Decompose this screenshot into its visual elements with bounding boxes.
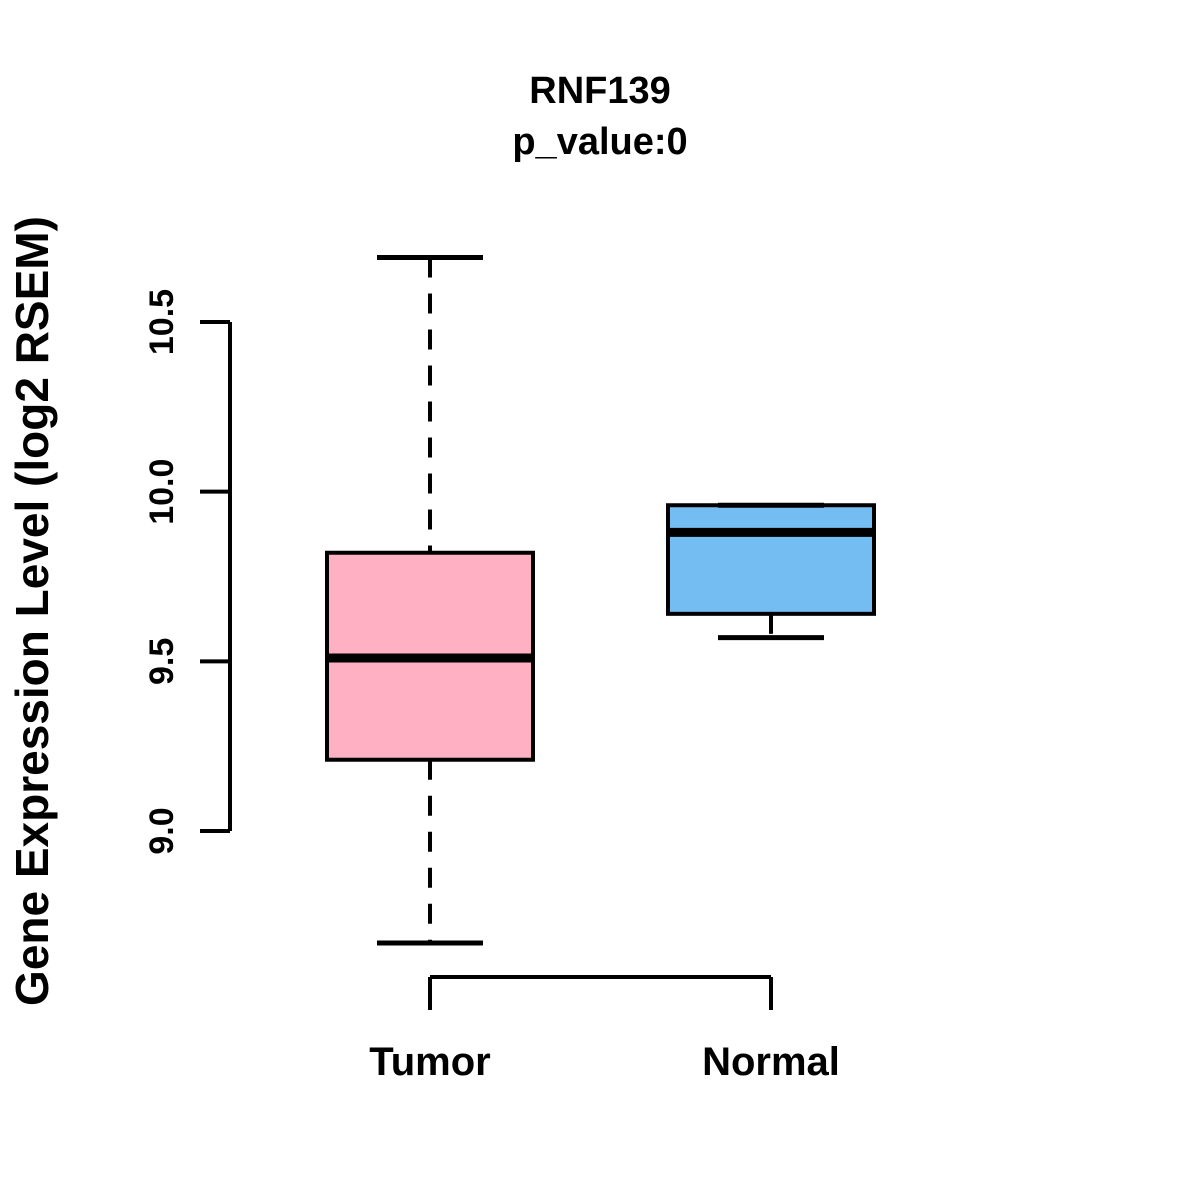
y-axis-tick-label: 10.0 — [143, 459, 181, 525]
box-rect-normal — [666, 503, 876, 616]
y-axis-tick-label: 9.5 — [143, 638, 181, 685]
x-category-label-tumor: Tumor — [369, 1040, 490, 1084]
y-axis-tick-label: 9.0 — [143, 807, 181, 854]
chart-title: RNF139 — [529, 70, 671, 112]
y-axis-tick-label: 10.5 — [143, 289, 181, 355]
x-category-label-normal: Normal — [702, 1040, 840, 1084]
title-block: RNF139 p_value:0 — [230, 66, 970, 169]
chart-subtitle: p_value:0 — [512, 121, 688, 164]
